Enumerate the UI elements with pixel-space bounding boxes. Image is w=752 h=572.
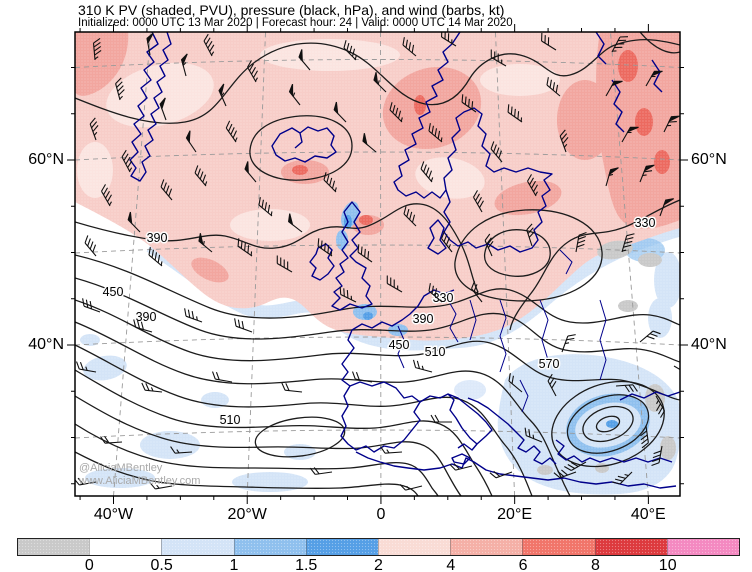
colorbar-segment — [305, 539, 379, 555]
pressure-contour-label: 390 — [136, 310, 157, 324]
lon-label: 20°W — [227, 506, 267, 523]
pressure-contour-label: 330 — [635, 216, 656, 230]
colorbar-segment — [89, 539, 162, 555]
colorbar-segment — [450, 539, 523, 555]
lon-label: 40°E — [630, 506, 666, 523]
colorbar-segment — [378, 539, 451, 555]
italy-coast — [419, 393, 493, 451]
pressure-contour-label: 390 — [413, 312, 434, 326]
baltic-coast — [443, 171, 553, 253]
graticule — [75, 32, 680, 496]
pressure-contour-label: 450 — [389, 338, 410, 352]
colorbar-segment — [161, 539, 234, 555]
lon-label: 40°W — [93, 506, 134, 523]
pressure-contour-label: 450 — [103, 285, 124, 299]
watermark-url: www.AliciaMBentley.com — [79, 474, 201, 487]
country-borders — [397, 249, 607, 413]
pressure-contour-label: 570 — [539, 357, 560, 371]
norway-coast — [393, 32, 541, 199]
watermark-handle: @AliciaMBentley — [79, 462, 163, 474]
colorbar-tick-label: 6 — [518, 557, 528, 572]
lon-label: 0 — [376, 506, 386, 523]
colorbar-tick-label: 1.5 — [295, 557, 318, 572]
coastlines — [129, 32, 680, 489]
lat-label: 60°N — [691, 151, 727, 168]
colorbar-tick-label: 2 — [374, 557, 383, 572]
adriatic-balkans-coast — [467, 397, 557, 465]
black-sea-coast — [619, 391, 680, 401]
colorbar-tick-label: 1 — [229, 557, 239, 572]
ireland-coast — [309, 243, 335, 281]
iceland-coast — [271, 126, 337, 163]
shading-texture — [75, 32, 680, 496]
colorbar-tick-label: 0 — [84, 557, 94, 572]
colorbar-tick-label: 8 — [590, 557, 600, 572]
colorbar-tick-label: 10 — [658, 557, 677, 572]
greenland-coast — [129, 32, 172, 182]
pressure-contour-label: 390 — [147, 231, 168, 245]
pressure-contour-label: 330 — [433, 291, 454, 305]
axis-ticks — [67, 24, 688, 504]
uk-coast — [331, 201, 373, 311]
page-subtitle: Initialized: 0000 UTC 13 Mar 2020 | Fore… — [78, 17, 513, 29]
colorbar-segment — [522, 539, 595, 555]
white-sea-coast — [595, 32, 663, 133]
lon-label: 20°E — [497, 506, 533, 523]
iberia-coast — [340, 381, 421, 453]
colorbar-segment — [18, 539, 90, 555]
wind-barbs — [75, 32, 680, 491]
colorbar-segment — [594, 539, 667, 555]
denmark-coast — [427, 219, 447, 255]
pressure-contour-label: 510 — [220, 413, 241, 427]
colorbar-tick-label: 0.5 — [150, 557, 173, 572]
lat-label: 60°N — [28, 151, 64, 168]
lat-label: 40°N — [691, 336, 727, 353]
pv-colorbar — [17, 538, 740, 556]
map-border — [74, 31, 681, 497]
aegean-turkey-coast — [555, 439, 673, 463]
colorbar-tick-label: 4 — [446, 557, 456, 572]
sicily-coast — [451, 453, 471, 465]
pressure-contour-label: 510 — [425, 345, 446, 359]
biscay-coast — [341, 329, 355, 387]
watermark: @AliciaMBentley www.AliciaMBentley.com — [79, 462, 200, 487]
page-title: 310 K PV (shaded, PVU), pressure (black,… — [78, 2, 505, 18]
colorbar-segment — [233, 539, 306, 555]
colorbar-segment — [666, 539, 740, 555]
pv-shading — [75, 32, 680, 496]
lat-label: 40°N — [28, 336, 64, 353]
pressure-contours — [75, 32, 680, 496]
